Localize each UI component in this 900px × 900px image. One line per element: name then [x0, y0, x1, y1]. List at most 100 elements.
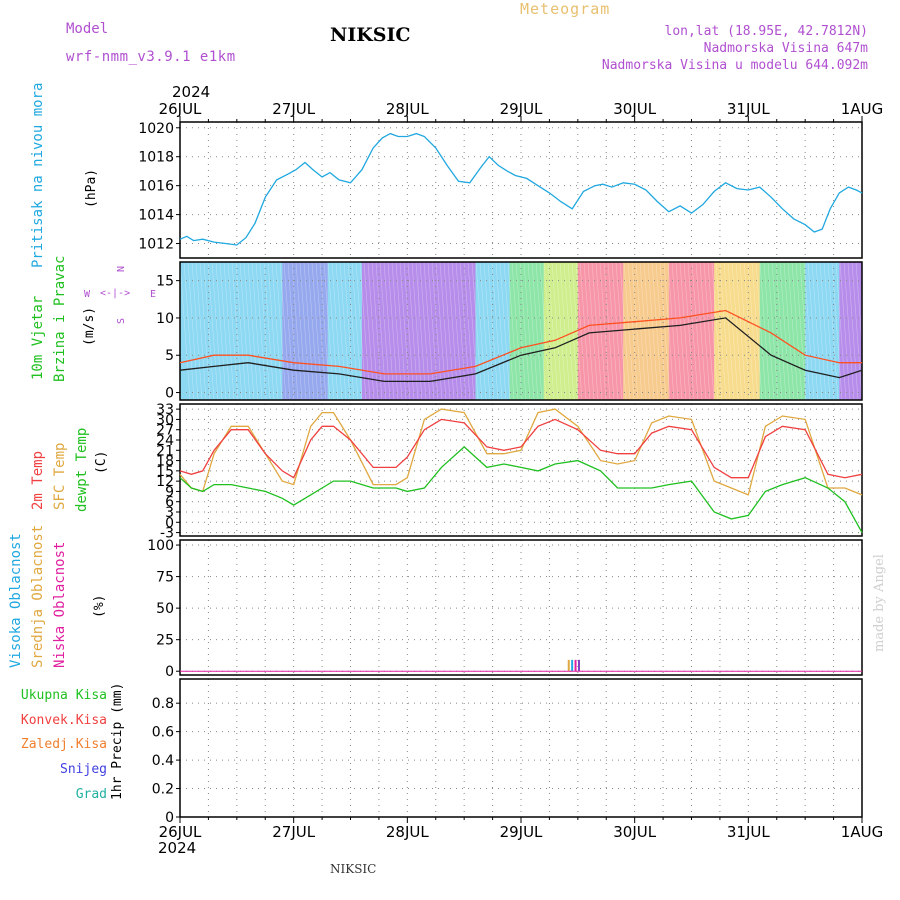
model-altitude-label: Nadmorska Visina u modelu 644.092m	[601, 58, 868, 73]
wind-barb-stroke	[635, 261, 647, 401]
wind-barb-stroke	[383, 261, 395, 401]
wind-barb-stroke	[275, 261, 287, 401]
wind-barb-stroke	[243, 261, 255, 401]
model-name: wrf-nmm_v3.9.1 e1km	[66, 49, 236, 65]
footer-station: NIKSIC	[330, 862, 377, 876]
wind-barb-stroke	[763, 261, 775, 401]
wind-barb-stroke	[563, 261, 575, 401]
wind-barb-stroke	[595, 261, 607, 401]
wind-barb-stroke	[515, 261, 527, 401]
wind-barb-stroke	[211, 261, 223, 401]
wind-barb-stroke	[823, 261, 835, 401]
wind-barb-stroke	[467, 261, 479, 401]
y-tick-label: 10	[156, 311, 174, 327]
wind-barb-stroke	[507, 261, 519, 401]
wind-barb-field	[418, 262, 476, 400]
y-tick-label: 100	[147, 538, 174, 554]
wind-barb-stroke	[407, 261, 419, 401]
precip-label-total: Ukupna Kisa	[20, 688, 107, 703]
panel-frame	[179, 403, 863, 537]
wind-barb-stroke	[391, 261, 403, 401]
wind-barb-stroke	[475, 261, 487, 401]
time-tick-label-top: 1AUG	[841, 100, 883, 118]
wind-barb-stroke	[559, 261, 571, 401]
wind-barb-stroke	[555, 261, 567, 401]
wind-barb-stroke	[803, 261, 815, 401]
y-tick-label: 0	[165, 810, 174, 826]
wind-barb-stroke	[315, 261, 327, 401]
wind-barb-stroke	[847, 261, 859, 401]
wind-barb-stroke	[331, 261, 343, 401]
wind-barb-stroke	[807, 261, 819, 401]
wind-barb-stroke	[667, 261, 679, 401]
time-tick-label-top: 26JUL	[159, 100, 202, 118]
precip-label-hail: Grad	[75, 787, 107, 802]
wind-barb-stroke	[463, 261, 475, 401]
y-tick-label: 3	[165, 505, 174, 521]
wind-barb-stroke	[799, 261, 811, 401]
wind-barb-stroke	[339, 261, 351, 401]
wind-barb-stroke	[671, 261, 683, 401]
wind-barb-stroke	[511, 261, 523, 401]
y-tick-label: 0	[165, 664, 174, 680]
wind-barb-stroke	[547, 261, 559, 401]
wind-barb-stroke	[255, 261, 267, 401]
y-tick-label: 1020	[138, 121, 174, 137]
wind-barb-stroke	[587, 261, 599, 401]
wind-barb-stroke	[487, 261, 499, 401]
wind-barb-stroke	[675, 261, 687, 401]
wind-barb-stroke	[523, 261, 535, 401]
wind-barb-stroke	[851, 261, 863, 401]
wind-barb-stroke	[311, 261, 323, 401]
wind-barb-stroke	[491, 261, 503, 401]
y-tick-label: 0.2	[152, 782, 174, 798]
wind-barb-stroke	[279, 261, 291, 401]
wind-barb-stroke	[707, 261, 719, 401]
wind-barb-stroke	[299, 261, 311, 401]
time-tick-label-bottom: 28JUL	[386, 823, 429, 841]
wind-barb-stroke	[403, 261, 415, 401]
wind-barb-stroke	[659, 261, 671, 401]
wind-barb-stroke	[643, 261, 655, 401]
y-tick-label: 1018	[138, 150, 174, 166]
wind-barb-field	[839, 262, 862, 400]
y-tick-label: 24	[156, 433, 174, 449]
panel-frame	[179, 261, 863, 401]
y-tick-label: 1016	[138, 179, 174, 195]
wind-barb-stroke	[271, 261, 283, 401]
wind-barb-field	[236, 262, 283, 400]
wind-barb-stroke	[195, 261, 207, 401]
wind-barb-stroke	[495, 261, 507, 401]
wind-barb-stroke	[791, 261, 803, 401]
wind-barb-stroke	[231, 261, 243, 401]
wind-barb-stroke	[287, 261, 299, 401]
wind-barb-stroke	[699, 261, 711, 401]
y-tick-label: 15	[156, 274, 174, 290]
y-tick-label: 33	[156, 402, 174, 418]
wind-series-line	[179, 309, 862, 375]
wind-barb-stroke	[443, 261, 455, 401]
wind-barb-stroke	[539, 261, 551, 401]
wind-barb-stroke	[591, 261, 603, 401]
y-tick-label: 9	[165, 484, 174, 500]
wind-barb-stroke	[435, 261, 447, 401]
wind-barb-stroke	[695, 261, 707, 401]
wind-barb-stroke	[223, 261, 235, 401]
temperature-series-line	[179, 418, 863, 479]
wind-barb-field	[282, 262, 328, 400]
wind-barb-stroke	[747, 261, 759, 401]
wind-barb-stroke	[399, 261, 411, 401]
wind-barb-stroke	[439, 261, 451, 401]
y-tick-label: 75	[156, 570, 174, 586]
panel-frame	[179, 539, 863, 676]
wind-barb-stroke	[323, 261, 335, 401]
time-tick-label-top: 28JUL	[386, 100, 429, 118]
wind-barb-stroke	[395, 261, 407, 401]
wind-barb-stroke	[811, 261, 823, 401]
y-tick-label: 1012	[138, 237, 174, 253]
wind-barb-stroke	[531, 261, 543, 401]
wind-barb-stroke	[327, 261, 339, 401]
wind-barb-stroke	[319, 261, 331, 401]
wind-barb-stroke	[839, 261, 851, 401]
wind-barb-stroke	[179, 261, 191, 401]
